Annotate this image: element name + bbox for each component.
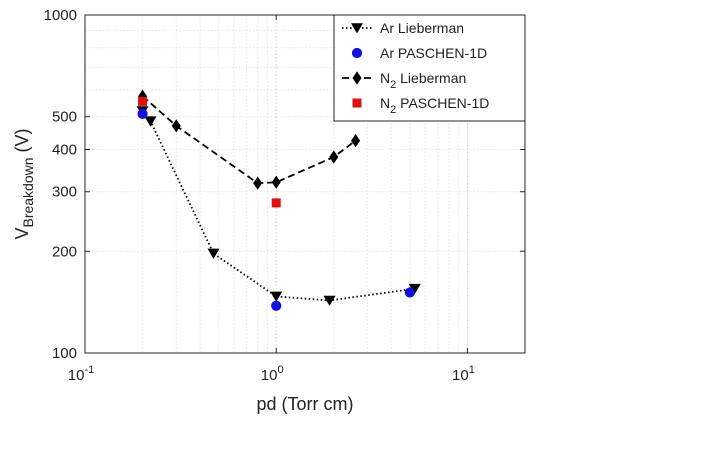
- x-tick-label: 100: [261, 364, 284, 384]
- data-point: [207, 248, 220, 259]
- y-tick-label: 300: [52, 184, 77, 201]
- y-axis-label: VBreakdown (V): [12, 128, 36, 239]
- series-layer: [136, 89, 421, 311]
- legend-entry: N2 PASCHEN-1D: [352, 95, 489, 116]
- y-tick-label: 500: [52, 109, 77, 126]
- data-point: [329, 150, 339, 164]
- legend-marker: [351, 47, 363, 59]
- data-point: [323, 295, 336, 306]
- series-4: [138, 96, 281, 208]
- legend-label: Ar PASCHEN-1D: [380, 45, 487, 61]
- data-point: [271, 175, 281, 189]
- legend-box: [333, 14, 526, 122]
- data-point: [351, 134, 361, 148]
- legend-marker: [352, 98, 362, 108]
- data-point: [253, 176, 263, 190]
- series-line: [141, 110, 415, 302]
- y-tick-label: 1000: [44, 7, 77, 24]
- legend-label: Ar Lieberman: [380, 20, 464, 36]
- y-tick-label: 200: [52, 243, 77, 260]
- legend-label: N2 Lieberman: [380, 70, 466, 91]
- legend-entry: N2 Lieberman: [342, 70, 466, 91]
- legend: Ar Lieberman Ar PASCHEN-1D N2 Lieberman N2 …: [333, 14, 526, 122]
- legend-entry: Ar PASCHEN-1D: [351, 45, 487, 61]
- data-point: [270, 291, 283, 302]
- y-tick-label: 100: [52, 345, 77, 362]
- data-point: [404, 287, 415, 298]
- series-3: [138, 89, 361, 190]
- series-2: [137, 108, 415, 311]
- data-point: [408, 283, 421, 295]
- data-point: [271, 198, 281, 208]
- data-point: [138, 89, 148, 103]
- data-point: [144, 116, 157, 127]
- legend-entry: Ar Lieberman: [342, 20, 464, 36]
- data-point: [138, 96, 148, 106]
- legend-marker: [352, 71, 362, 85]
- data-point: [271, 300, 282, 311]
- x-tick-label: 10-1: [68, 364, 94, 384]
- data-point: [137, 108, 148, 119]
- x-axis-label: pd (Torr cm): [256, 394, 353, 414]
- axis-ticks: 10-1 100 101 100 200 300 400 500 1000: [44, 7, 525, 384]
- x-tick-label: 101: [452, 364, 475, 384]
- series-line: [142, 95, 357, 185]
- legend-label: N2 PASCHEN-1D: [380, 95, 489, 116]
- y-tick-label: 400: [52, 142, 77, 159]
- data-point: [171, 119, 181, 133]
- plot-frame: [84, 14, 526, 354]
- legend-marker: [351, 23, 363, 34]
